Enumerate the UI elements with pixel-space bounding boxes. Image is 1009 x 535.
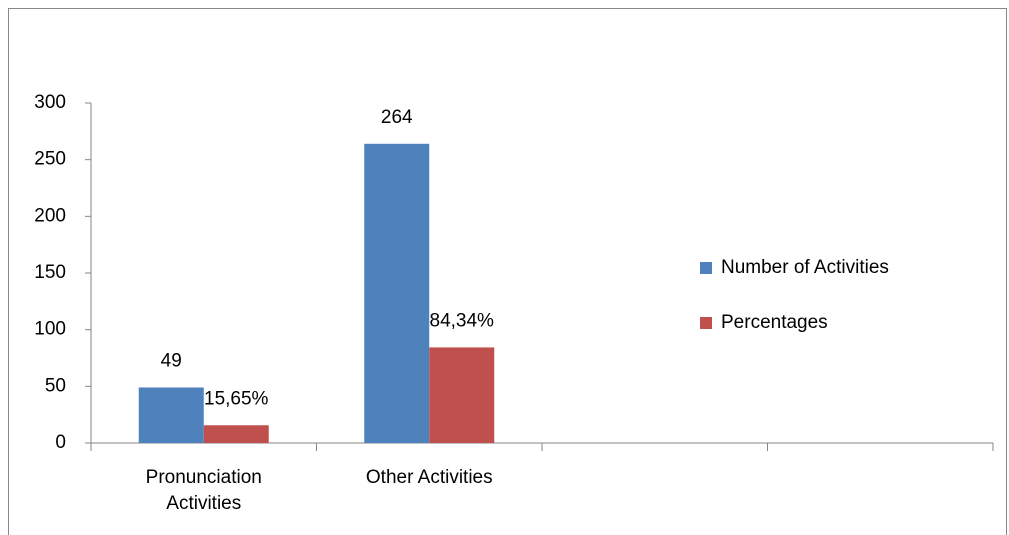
legend-label: Percentages — [721, 312, 828, 333]
bar — [429, 347, 495, 443]
data-label: 264 — [381, 107, 413, 128]
data-label: 49 — [161, 350, 182, 371]
legend-label: Number of Activities — [721, 257, 889, 278]
y-tick-label: 50 — [45, 375, 66, 396]
x-tick-label: Other Activities — [365, 467, 493, 488]
x-tick-label: Pronunciation Activities — [145, 467, 262, 514]
bar — [364, 143, 430, 444]
y-tick-label: 200 — [34, 205, 66, 226]
bar — [203, 425, 269, 443]
chart-border — [8, 8, 1007, 535]
y-tick-label: 0 — [55, 432, 66, 453]
y-tick-label: 250 — [34, 149, 66, 170]
legend-swatch — [700, 262, 712, 274]
y-tick-label: 150 — [34, 262, 66, 283]
y-tick-label: 300 — [34, 92, 66, 113]
legend-swatch — [700, 317, 712, 329]
data-label: 84,34% — [430, 310, 495, 331]
y-tick-label: 100 — [34, 319, 66, 340]
data-label: 15,65% — [204, 388, 269, 409]
bar — [138, 387, 204, 443]
